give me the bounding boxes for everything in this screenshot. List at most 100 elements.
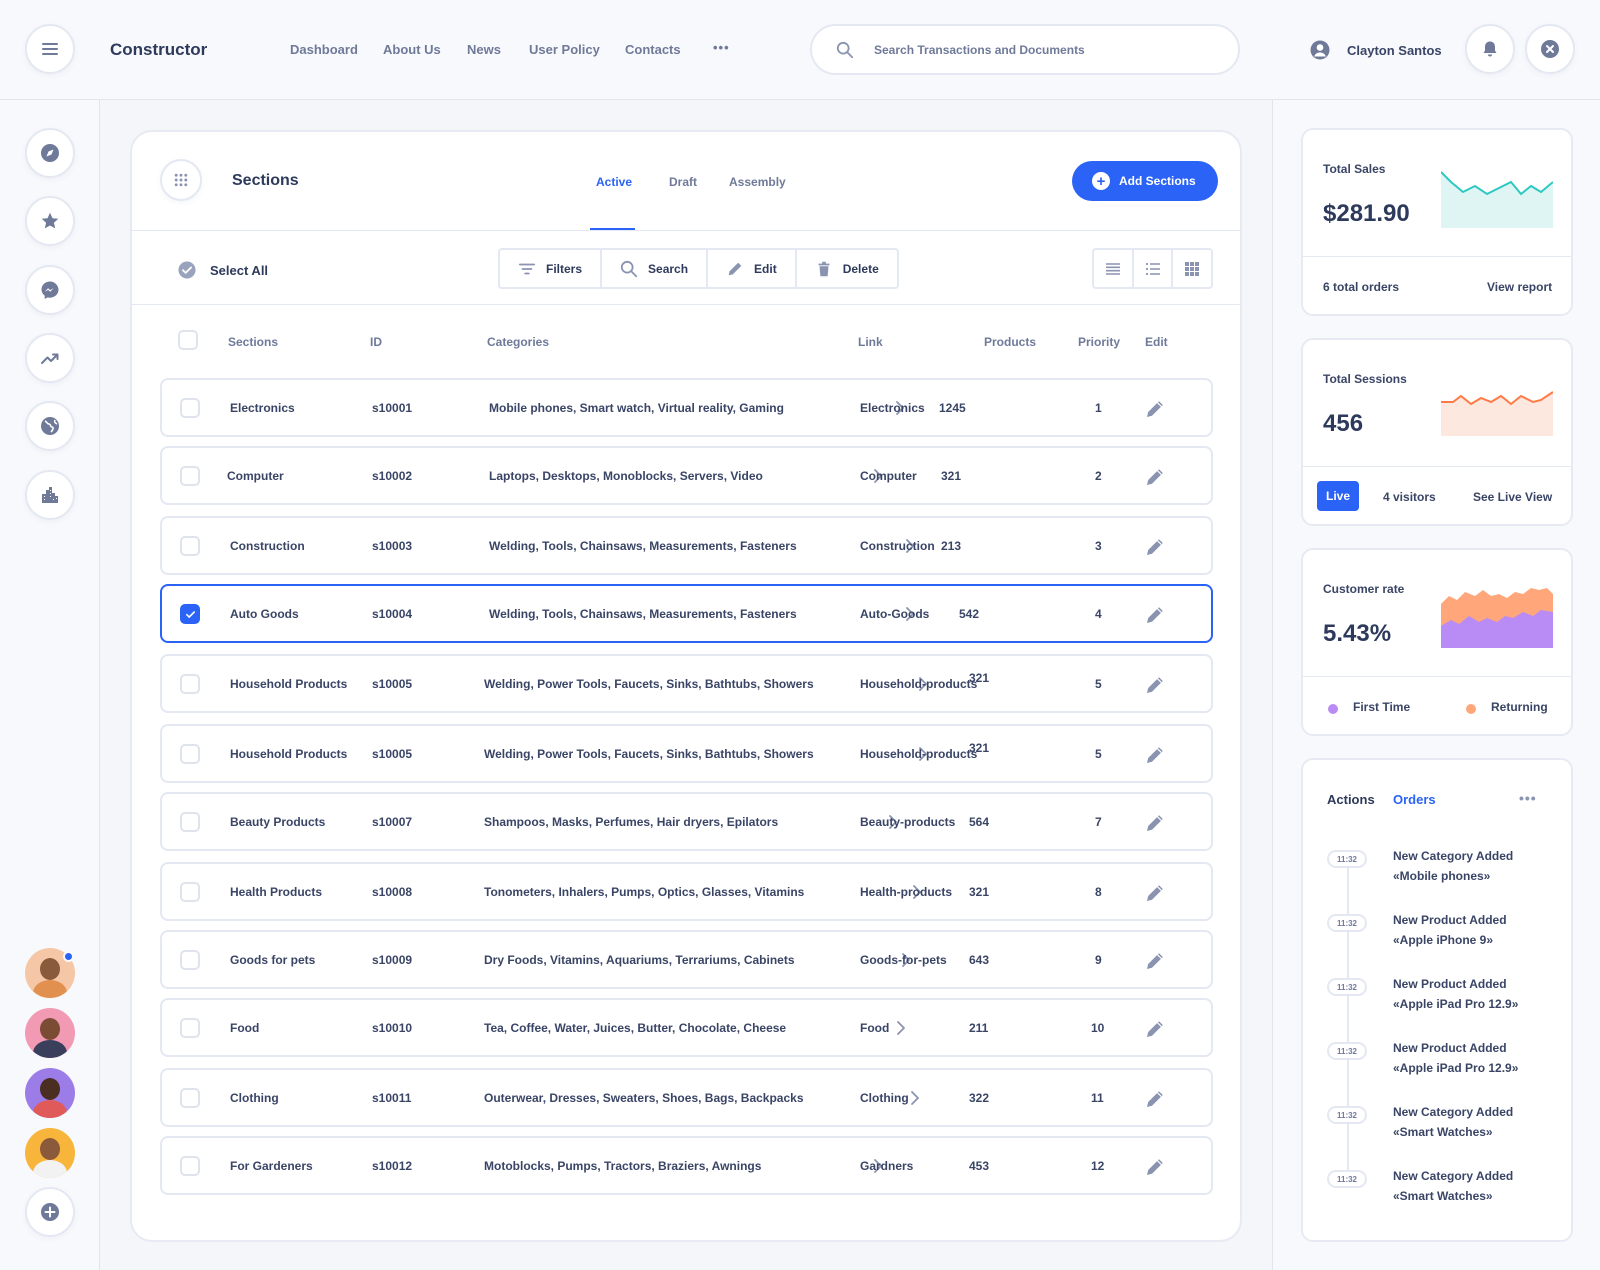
select-all-label[interactable]: Select All (210, 263, 269, 278)
table-row[interactable]: Goods for pets s10009 Dry Foods, Vitamins,… (160, 930, 1213, 989)
pencil-icon[interactable] (1144, 812, 1166, 834)
avatar[interactable] (25, 1068, 75, 1118)
row-checkbox[interactable] (180, 882, 200, 902)
row-checkbox[interactable] (180, 744, 200, 764)
view-list-button[interactable] (1134, 250, 1174, 287)
pencil-icon[interactable] (1144, 744, 1166, 766)
table-row[interactable]: Auto Goods s10004 Welding, Tools, Chainsaw… (160, 584, 1213, 643)
section-link[interactable]: Household-products (860, 677, 978, 691)
edit-button[interactable]: Edit (708, 250, 797, 287)
row-checkbox[interactable] (180, 674, 200, 694)
chevron-right-icon[interactable] (887, 814, 899, 830)
pencil-icon[interactable] (1144, 1156, 1166, 1178)
chevron-right-icon[interactable] (872, 1158, 884, 1174)
sidebar-explore-button[interactable] (25, 128, 75, 178)
timeline-detail[interactable]: «Apple iPad Pro 12.9» (1393, 1061, 1519, 1075)
pencil-icon[interactable] (1144, 950, 1166, 972)
pencil-icon[interactable] (1144, 1018, 1166, 1040)
nav-about-us[interactable]: About Us (383, 42, 441, 57)
section-link[interactable]: Health-products (860, 885, 953, 899)
section-link[interactable]: Household-products (860, 747, 978, 761)
table-row[interactable]: Beauty Products s10007 Shampoos, Masks, Pe… (160, 792, 1213, 851)
pencil-icon[interactable] (1144, 674, 1166, 696)
row-checkbox[interactable] (180, 1018, 200, 1038)
chevron-right-icon[interactable] (895, 1020, 907, 1036)
sidebar-buildings-button[interactable] (25, 470, 75, 520)
timeline-detail[interactable]: «Smart Watches» (1393, 1125, 1493, 1139)
table-row[interactable]: Household Products s10005 Welding, Power T… (160, 654, 1213, 713)
pencil-icon[interactable] (1144, 882, 1166, 904)
timeline-detail[interactable]: «Mobile phones» (1393, 869, 1491, 883)
nav-more-button[interactable]: ••• (713, 40, 730, 55)
table-row[interactable]: Electronics s10001 Mobile phones, Smart wa… (160, 378, 1213, 437)
view-report-link[interactable]: View report (1487, 280, 1553, 294)
chevron-right-icon[interactable] (917, 746, 929, 762)
sidebar-analytics-button[interactable] (25, 333, 75, 383)
select-all-check-icon[interactable] (178, 261, 196, 279)
chevron-right-icon[interactable] (900, 952, 912, 968)
live-badge[interactable]: Live (1317, 481, 1359, 511)
row-checkbox[interactable] (180, 1156, 200, 1176)
section-link[interactable]: Food (860, 1021, 890, 1035)
row-checkbox[interactable] (180, 604, 200, 624)
chevron-right-icon[interactable] (904, 538, 916, 554)
table-row[interactable]: Health Products s10008 Tonometers, Inhaler… (160, 862, 1213, 921)
pencil-icon[interactable] (1144, 604, 1166, 626)
section-link[interactable]: Gardners (860, 1159, 914, 1173)
tab-orders[interactable]: Orders (1393, 792, 1436, 807)
search-button[interactable]: Search (602, 250, 709, 287)
timeline-detail[interactable]: «Apple iPhone 9» (1393, 933, 1494, 947)
more-options-button[interactable]: ••• (1519, 790, 1537, 806)
add-contact-button[interactable] (25, 1187, 75, 1237)
avatar[interactable] (25, 1008, 75, 1058)
table-row[interactable]: Clothing s10011 Outerwear, Dresses, Sweate… (160, 1068, 1213, 1127)
column-header-link[interactable]: Link (858, 335, 883, 349)
column-header-priority[interactable]: Priority (1078, 335, 1121, 349)
row-checkbox[interactable] (180, 950, 200, 970)
sidebar-messages-button[interactable] (25, 265, 75, 315)
section-link[interactable]: Clothing (860, 1091, 909, 1105)
chevron-right-icon[interactable] (894, 400, 906, 416)
row-checkbox[interactable] (180, 466, 200, 486)
delete-button[interactable]: Delete (797, 250, 897, 287)
timeline-detail[interactable]: «Apple iPad Pro 12.9» (1393, 997, 1519, 1011)
nav-contacts[interactable]: Contacts (625, 42, 681, 57)
chevron-right-icon[interactable] (904, 606, 916, 622)
nav-dashboard[interactable]: Dashboard (290, 42, 358, 57)
row-checkbox[interactable] (180, 536, 200, 556)
header-checkbox[interactable] (178, 330, 198, 350)
table-row[interactable]: Construction s10003 Welding, Tools, Chains… (160, 516, 1213, 575)
table-row[interactable]: Food s10010 Tea, Coffee, Water, Juices, Bu… (160, 998, 1213, 1057)
apps-button[interactable] (160, 159, 202, 201)
column-header-products[interactable]: Products (984, 335, 1037, 349)
section-link[interactable]: Construction (860, 539, 935, 553)
section-link[interactable]: Computer (860, 469, 917, 483)
row-checkbox[interactable] (180, 1088, 200, 1108)
sidebar-favorites-button[interactable] (25, 196, 75, 246)
column-header-sections[interactable]: Sections (228, 335, 279, 349)
sidebar-global-button[interactable] (25, 401, 75, 451)
section-link[interactable]: Goods-for-pets (860, 953, 947, 967)
see-live-view-link[interactable]: See Live View (1473, 490, 1553, 504)
section-link[interactable]: Auto-Goods (860, 607, 930, 621)
row-checkbox[interactable] (180, 398, 200, 418)
nav-user-policy[interactable]: User Policy (529, 42, 600, 57)
tab-actions[interactable]: Actions (1327, 792, 1375, 807)
section-link[interactable]: Beauty-products (860, 815, 956, 829)
pencil-icon[interactable] (1144, 398, 1166, 420)
add-sections-button[interactable]: + Add Sections (1072, 161, 1218, 201)
timeline-detail[interactable]: «Smart Watches» (1393, 1189, 1493, 1203)
user-name[interactable]: Clayton Santos (1347, 43, 1442, 58)
view-compact-button[interactable] (1094, 250, 1134, 287)
pencil-icon[interactable] (1144, 536, 1166, 558)
search-bar[interactable] (810, 24, 1240, 75)
table-row[interactable]: For Gardeners s10012 Motoblocks, Pumps, Tr… (160, 1136, 1213, 1195)
nav-news[interactable]: News (467, 42, 501, 57)
pencil-icon[interactable] (1144, 466, 1166, 488)
close-button[interactable] (1525, 24, 1575, 74)
column-header-edit[interactable]: Edit (1145, 335, 1168, 349)
column-header-id[interactable]: ID (370, 335, 382, 349)
table-row[interactable]: Household Products s10005 Welding, Power T… (160, 724, 1213, 783)
search-input[interactable] (874, 39, 1214, 61)
tab-active[interactable]: Active (596, 175, 633, 189)
